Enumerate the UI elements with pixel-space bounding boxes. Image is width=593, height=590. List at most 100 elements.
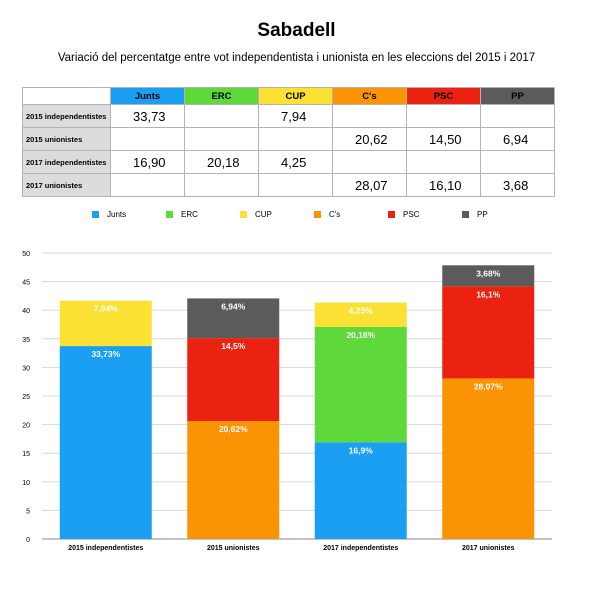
table-header-pp: PP: [480, 87, 555, 105]
y-tick-label: 15: [22, 451, 30, 458]
data-label: 4,25%: [349, 306, 374, 316]
y-tick-label: 45: [22, 280, 30, 287]
table-cell: [332, 150, 407, 174]
data-label: 6,94%: [221, 301, 246, 311]
legend-swatch: [462, 211, 469, 218]
data-label: 20,18%: [346, 330, 375, 340]
table-cell: 7,94: [258, 104, 333, 128]
table-cell: 16,10: [406, 173, 481, 197]
x-tick-label: 2015 independentistes: [68, 545, 143, 552]
data-label: 28,07%: [474, 381, 503, 391]
bar-segment: [187, 421, 280, 539]
bar-segment: [59, 346, 152, 539]
chart-legend: Junts ERC CUP C's PSC PP: [0, 210, 593, 224]
bar-segment: [314, 442, 407, 539]
y-tick-label: 20: [22, 423, 30, 430]
legend-swatch: [388, 211, 395, 218]
table-cell: 33,73: [110, 104, 185, 128]
table-cell: [480, 150, 555, 174]
table-cell: 28,07: [332, 173, 407, 197]
table-cell: 3,68: [480, 173, 555, 197]
legend-item: PSC: [388, 210, 419, 219]
bar-segment: [59, 300, 152, 347]
chart-subtitle: Variació del percentatge entre vot indep…: [57, 52, 536, 64]
bar-segment: [187, 338, 280, 422]
legend-label: ERC: [181, 210, 198, 219]
table-row: 2017 independentistes 16,90 20,18 4,25: [22, 150, 555, 174]
table-row: 2015 unionistes 20,62 14,50 6,94: [22, 127, 555, 151]
legend-swatch: [240, 211, 247, 218]
data-label: 3,68%: [476, 268, 501, 278]
table-cell: [184, 127, 259, 151]
stacked-bar-chart: 0 5 10 15 20 25 30 35 40 45 50 33,73% 7,94% 2015 inde…: [22, 251, 552, 552]
table-row-label: 2015 unionistes: [22, 127, 111, 151]
table-row-label: 2015 independentistes: [22, 104, 111, 128]
bar-segment: [442, 286, 535, 379]
data-label: 20,62%: [219, 424, 248, 434]
x-tick-label: 2017 unionistes: [462, 545, 515, 552]
legend-swatch: [314, 211, 321, 218]
legend-label: Junts: [107, 210, 127, 219]
legend-item: Junts: [92, 210, 126, 219]
table-cell: [332, 104, 407, 128]
table-header-cs: C's: [332, 87, 407, 105]
y-tick-label: 50: [22, 251, 30, 258]
y-tick-label: 0: [26, 537, 30, 544]
legend-item: C's: [314, 210, 340, 219]
table-cell: [480, 104, 555, 128]
legend-label: PP: [477, 210, 488, 219]
table-row-label: 2017 unionistes: [22, 173, 111, 197]
table-cell: 4,25: [258, 150, 333, 174]
table-cell: 20,62: [332, 127, 407, 151]
legend-label: C's: [329, 210, 341, 219]
table-cell: 16,90: [110, 150, 185, 174]
data-label: 33,73%: [91, 349, 120, 359]
chart-title: Sabadell: [257, 20, 336, 41]
table-cell: 20,18: [184, 150, 259, 174]
y-tick-label: 40: [22, 308, 30, 315]
y-tick-label: 10: [22, 480, 30, 487]
bar-segment: [187, 298, 280, 339]
table-corner-cell: [22, 87, 111, 105]
table-cell: [406, 150, 481, 174]
legend-swatch: [166, 211, 173, 218]
table-header-erc: ERC: [184, 87, 259, 105]
table-header-junts: Junts: [110, 87, 185, 105]
bar-segment: [314, 326, 407, 443]
table-cell: 14,50: [406, 127, 481, 151]
y-tick-label: 35: [22, 337, 30, 344]
table-cell: [258, 127, 333, 151]
y-tick-label: 5: [26, 508, 30, 515]
y-tick-label: 25: [22, 394, 30, 401]
data-label: 7,94%: [94, 304, 119, 314]
bar-segment: [314, 302, 407, 327]
legend-swatch: [92, 211, 99, 218]
data-table: Junts ERC CUP C's PSC PP 2015 independen…: [22, 87, 555, 197]
x-tick-label: 2015 unionistes: [207, 545, 260, 552]
table-cell: [184, 104, 259, 128]
table-cell: [184, 173, 259, 197]
x-tick-label: 2017 independentistes: [323, 545, 398, 552]
legend-label: CUP: [255, 210, 272, 219]
table-cell: [258, 173, 333, 197]
y-tick-label: 30: [22, 365, 30, 372]
table-cell: [406, 104, 481, 128]
data-label: 14,5%: [221, 341, 246, 351]
table-header-cup: CUP: [258, 87, 333, 105]
legend-item: PP: [462, 210, 488, 219]
table-row-label: 2017 independentistes: [22, 150, 111, 174]
table-row: 2015 independentistes 33,73 7,94: [22, 104, 555, 128]
table-cell: [110, 127, 185, 151]
table-header-row: Junts ERC CUP C's PSC PP: [22, 87, 555, 105]
data-label: 16,9%: [349, 445, 374, 455]
table-cell: [110, 173, 185, 197]
data-label: 16,1%: [476, 289, 501, 299]
table-header-psc: PSC: [406, 87, 481, 105]
table-row: 2017 unionistes 28,07 16,10 3,68: [22, 173, 555, 197]
table-cell: 6,94: [480, 127, 555, 151]
legend-item: CUP: [240, 210, 272, 219]
bar-segment: [442, 265, 535, 287]
bar-segment: [442, 378, 535, 539]
legend-label: PSC: [403, 210, 420, 219]
legend-item: ERC: [166, 210, 198, 219]
